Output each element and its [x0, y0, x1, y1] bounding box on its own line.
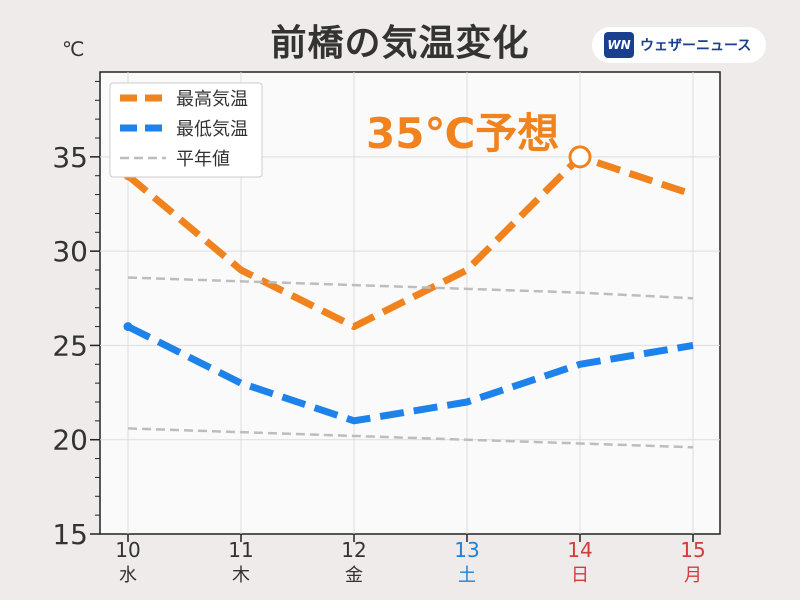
y-axis: 15 20 25 30 35 ℃: [52, 37, 100, 551]
legend-label: 平年値: [176, 149, 230, 170]
series-line-1: [126, 323, 694, 425]
y-tick-label: 30: [52, 235, 88, 268]
x-tick-label-weekday: 木: [232, 565, 250, 586]
x-axis: 10 水 11 木 12 金 13 土 14 日 15 月: [115, 534, 706, 586]
y-tick-label: 15: [52, 518, 88, 551]
x-tick-label-date: 12: [341, 538, 366, 562]
x-tick-label-weekday: 月: [684, 565, 702, 586]
series-line-2: [127, 276, 694, 300]
x-tick-label-date: 11: [228, 538, 253, 562]
x-tick-label-weekday: 日: [571, 565, 589, 586]
brand-badge: WN ウェザーニュース: [592, 27, 766, 63]
legend-label: 最低気温: [176, 119, 248, 140]
x-tick-label-weekday: 土: [458, 565, 476, 586]
legend-box: [109, 82, 263, 178]
annotation: 35℃予想: [366, 109, 592, 169]
y-tick-label: 25: [52, 329, 88, 362]
series-start-point-1: [123, 322, 133, 332]
legend-label: 最高気温: [176, 89, 248, 110]
x-tick-label-date: 10: [115, 538, 140, 562]
x-tick-label-weekday: 水: [119, 565, 137, 586]
brand-logo-icon: WN: [604, 32, 634, 58]
forecast-annotation-text: 35℃予想: [366, 109, 559, 158]
chart-title: 前橋の気温変化: [270, 23, 530, 64]
y-axis-unit: ℃: [62, 37, 84, 61]
series-line-3: [127, 427, 694, 449]
series-lines: [123, 153, 695, 449]
x-tick-label-date: 13: [454, 538, 479, 562]
brand-name: ウェザーニュース: [640, 38, 752, 54]
series-line-0: [125, 153, 695, 331]
x-tick-label-weekday: 金: [345, 565, 363, 586]
x-tick-label-date: 14: [567, 538, 592, 562]
x-tick-label-date: 15: [680, 538, 705, 562]
y-tick-label: 35: [52, 141, 88, 174]
y-tick-label: 20: [52, 424, 88, 457]
forecast-point-marker: [568, 145, 592, 169]
